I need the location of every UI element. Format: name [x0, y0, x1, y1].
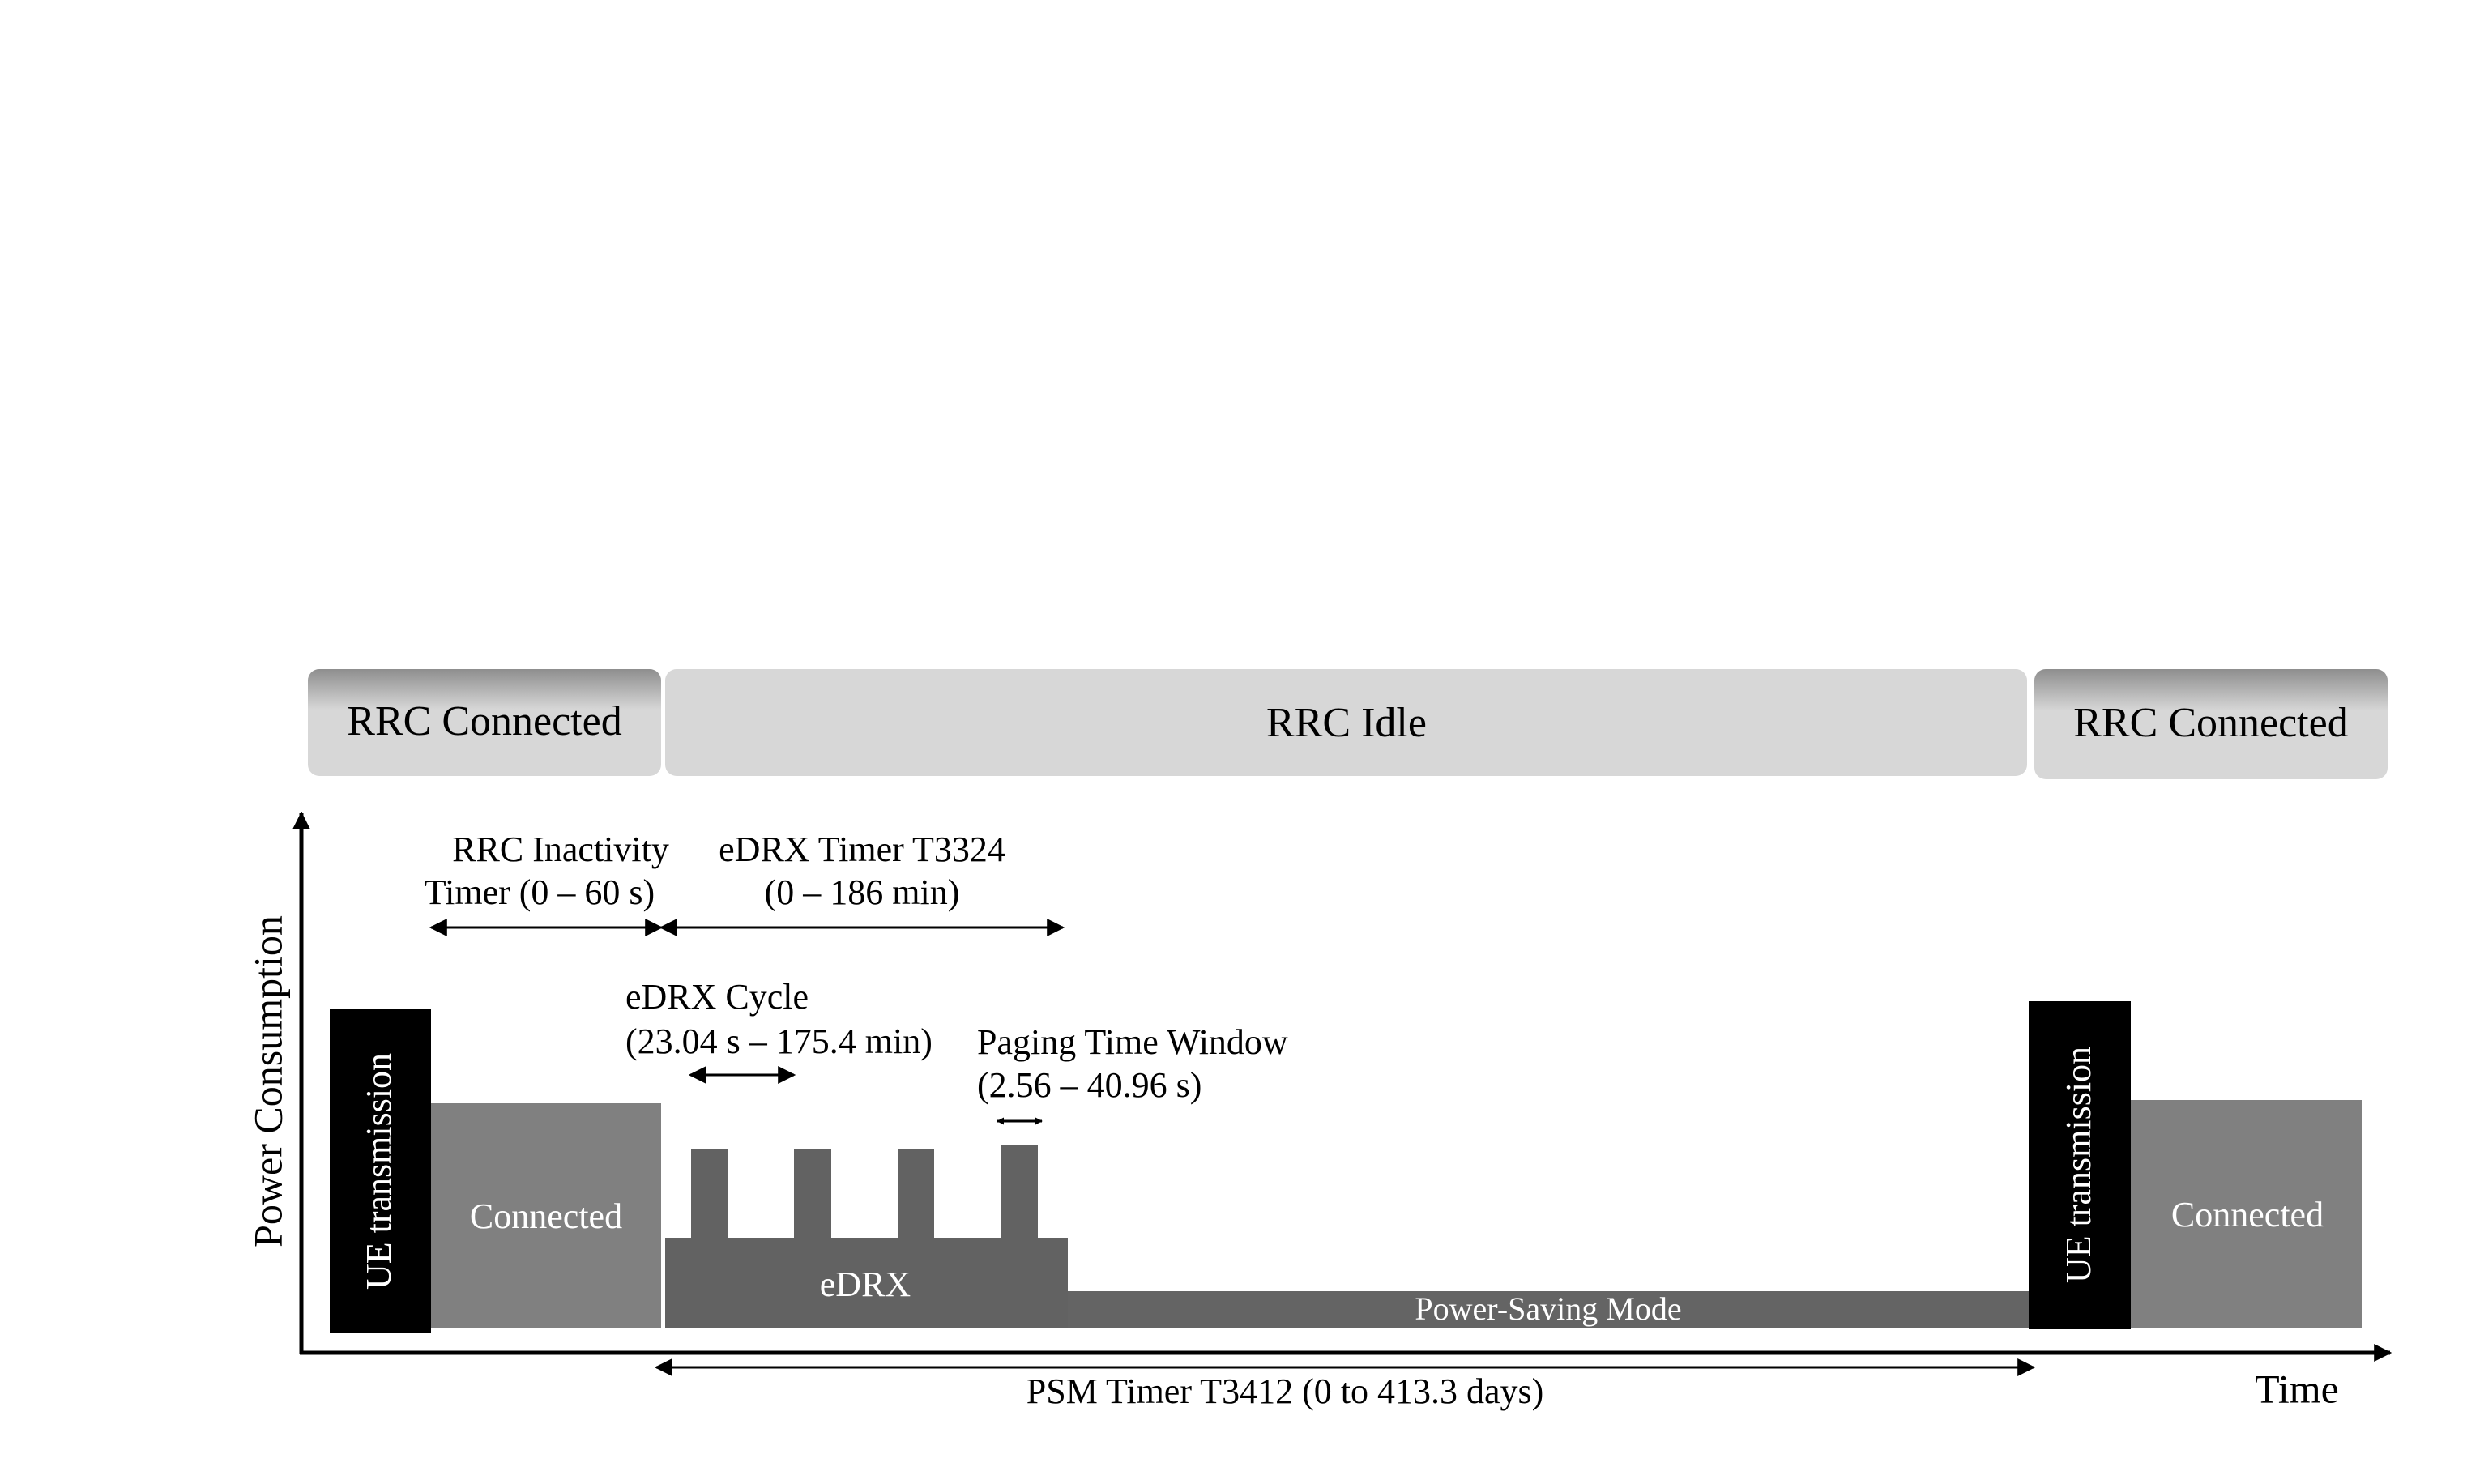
ue-transmission-block-right — [2029, 1001, 2131, 1329]
state-header-left: RRC Connected — [308, 669, 661, 776]
paging-window-line2: (2.56 – 40.96 s) — [977, 1065, 1201, 1105]
psm-label: Power-Saving Mode — [1415, 1290, 1681, 1327]
edrx-block — [665, 1145, 1068, 1328]
state-header-left-bg — [308, 669, 661, 776]
psm-block — [1068, 1291, 2029, 1328]
state-header-right-bg — [2034, 669, 2388, 779]
paging-window-line1: Paging Time Window — [977, 1022, 1288, 1062]
connected-block-right — [2131, 1100, 2362, 1328]
connected-block-left — [431, 1103, 661, 1328]
state-header-middle-label: RRC Idle — [1266, 700, 1427, 746]
x-axis-label: Time — [2255, 1366, 2339, 1411]
state-header-middle: RRC Idle — [665, 669, 2027, 776]
rrc-inactivity-timer-line2: Timer (0 – 60 s) — [425, 872, 655, 912]
state-header-right: RRC Connected — [2034, 669, 2388, 779]
ue-transmission-left-label: UE transmission — [359, 1053, 399, 1290]
psm-timer-label: PSM Timer T3412 (0 to 413.3 days) — [1026, 1371, 1544, 1411]
edrx-timer-line2: (0 – 186 min) — [765, 872, 960, 912]
edrx-cycle-line2: (23.04 s – 175.4 min) — [625, 1021, 933, 1061]
rrc-inactivity-timer-line1: RRC Inactivity — [452, 829, 669, 869]
state-header-right-label: RRC Connected — [2073, 700, 2348, 746]
connected-right-label: Connected — [2171, 1195, 2324, 1235]
y-axis-label: Power Consumption — [245, 915, 290, 1247]
ue-transmission-right-label: UE transmission — [2059, 1047, 2098, 1283]
state-header-middle-bg — [665, 669, 2027, 776]
edrx-label: eDRX — [820, 1264, 911, 1304]
connected-left-label: Connected — [470, 1196, 622, 1236]
edrx-timer-line1: eDRX Timer T3324 — [719, 829, 1005, 869]
state-header-left-label: RRC Connected — [347, 698, 621, 744]
edrx-cycle-line1: eDRX Cycle — [625, 977, 809, 1017]
ue-transmission-block-left — [330, 1009, 431, 1333]
